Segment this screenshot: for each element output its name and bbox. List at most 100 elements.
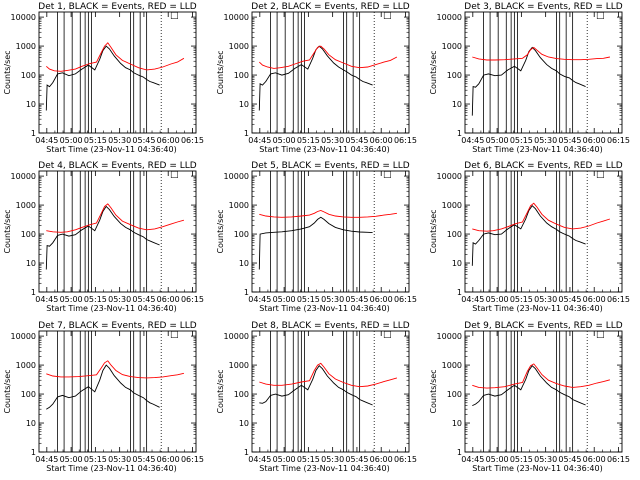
y-tick-label: 10: [239, 419, 249, 428]
x-tick-label: 05:30: [321, 455, 344, 464]
x-tick-label: 04:45: [248, 295, 271, 304]
legend-mark: □: [596, 170, 605, 180]
y-tick-label: 1: [457, 129, 462, 138]
x-tick-label: 05:15: [297, 136, 320, 145]
plot-frame: [464, 11, 623, 134]
x-tick-label: 05:30: [321, 295, 344, 304]
x-tick-label: 04:45: [35, 136, 58, 145]
series-line-lld: [472, 363, 611, 389]
x-tick-label: 05:30: [534, 136, 557, 145]
x-tick-label: 05:00: [486, 295, 509, 304]
x-axis-label: Start Time (23-Nov-11 04:36:40): [46, 464, 176, 473]
panel-title: Det 9, BLACK = Events, RED = LLD: [464, 321, 623, 331]
y-tick-label: 10: [26, 419, 36, 428]
x-axis-label: Start Time (23-Nov-11 04:36:40): [472, 304, 602, 313]
y-axis-label: Counts/sec: [3, 50, 12, 94]
x-tick-label: 06:00: [157, 295, 180, 304]
x-tick-label: 05:30: [108, 295, 131, 304]
y-tick-label: 1000: [229, 42, 249, 51]
y-tick-label: 10: [26, 100, 36, 109]
x-tick-label: 05:30: [108, 455, 131, 464]
plot-frame: [464, 330, 623, 453]
x-axis-label: Start Time (23-Nov-11 04:36:40): [46, 304, 176, 313]
legend-mark: □: [596, 330, 605, 340]
y-tick-label: 10000: [11, 332, 36, 341]
y-tick-label: 10: [239, 259, 249, 268]
x-tick-label: 05:00: [60, 295, 83, 304]
detector-panel-2: Det 2, BLACK = Events, RED = LLD□ Counts/…: [216, 2, 417, 154]
y-tick-label: 100: [234, 390, 249, 399]
y-tick-label: 1: [457, 448, 462, 457]
series-line-events: [46, 364, 160, 410]
y-tick-label: 100: [447, 390, 462, 399]
x-tick-label: 05:45: [345, 295, 368, 304]
panel-title: Det 2, BLACK = Events, RED = LLD: [251, 2, 410, 12]
x-tick-label: 06:15: [607, 136, 630, 145]
x-tick-label: 06:15: [181, 455, 204, 464]
legend-mark: □: [170, 330, 179, 340]
y-tick-label: 10: [239, 100, 249, 109]
y-tick-label: 10000: [11, 13, 36, 22]
x-tick-label: 05:15: [84, 136, 107, 145]
x-tick-label: 06:00: [370, 455, 393, 464]
y-axis-label: Counts/sec: [429, 209, 438, 253]
y-tick-label: 10: [452, 419, 462, 428]
plot-frame: [38, 170, 197, 293]
y-tick-label: 1000: [442, 201, 462, 210]
x-tick-label: 04:45: [248, 455, 271, 464]
x-tick-label: 06:00: [157, 136, 180, 145]
x-axis-label: Start Time (23-Nov-11 04:36:40): [472, 464, 602, 473]
x-tick-label: 05:45: [558, 136, 581, 145]
series-line-events: [471, 46, 586, 116]
y-tick-label: 100: [234, 71, 249, 80]
series-line-lld: [259, 210, 397, 218]
x-axis-label: Start Time (23-Nov-11 04:36:40): [472, 145, 602, 154]
x-tick-label: 05:30: [321, 136, 344, 145]
y-axis-label: Counts/sec: [216, 50, 225, 94]
x-tick-label: 05:45: [132, 455, 155, 464]
detector-panel-6: Det 6, BLACK = Events, RED = LLD□ Counts/…: [429, 161, 630, 313]
detector-panel-9: Det 9, BLACK = Events, RED = LLD□ Counts/…: [429, 321, 630, 473]
y-tick-label: 10000: [437, 332, 462, 341]
series-line-lld: [472, 46, 610, 61]
y-axis-label: Counts/sec: [216, 209, 225, 253]
y-tick-label: 100: [21, 390, 36, 399]
x-tick-label: 05:00: [60, 136, 83, 145]
series-line-events: [471, 205, 586, 266]
y-tick-label: 100: [234, 230, 249, 239]
y-tick-label: 100: [21, 71, 36, 80]
y-tick-label: 10000: [11, 172, 36, 181]
x-tick-label: 05:30: [534, 295, 557, 304]
x-tick-label: 05:00: [273, 136, 296, 145]
x-tick-label: 06:00: [583, 455, 606, 464]
series-line-events: [258, 216, 373, 270]
legend-mark: □: [170, 11, 179, 21]
y-tick-label: 10000: [437, 13, 462, 22]
x-tick-label: 05:45: [558, 295, 581, 304]
x-tick-label: 04:45: [461, 136, 484, 145]
y-tick-label: 1000: [229, 201, 249, 210]
series-line-lld: [472, 202, 611, 232]
panel-title: Det 7, BLACK = Events, RED = LLD: [38, 321, 197, 331]
y-axis-label: Counts/sec: [216, 369, 225, 413]
x-tick-label: 06:15: [607, 295, 630, 304]
panel-title: Det 3, BLACK = Events, RED = LLD: [464, 2, 623, 12]
y-tick-label: 100: [447, 71, 462, 80]
series-line-lld: [258, 45, 398, 69]
x-tick-label: 05:15: [297, 455, 320, 464]
x-tick-label: 06:00: [583, 136, 606, 145]
x-tick-label: 06:15: [181, 295, 204, 304]
legend-mark: □: [383, 170, 392, 180]
series-line-events: [258, 45, 373, 111]
panel-title: Det 1, BLACK = Events, RED = LLD: [38, 2, 197, 12]
detector-panel-4: Det 4, BLACK = Events, RED = LLD□ Counts/…: [3, 161, 204, 313]
detector-panel-7: Det 7, BLACK = Events, RED = LLD□ Counts/…: [3, 321, 204, 473]
detector-panel-3: Det 3, BLACK = Events, RED = LLD□ Counts/…: [429, 2, 630, 154]
x-tick-label: 05:45: [345, 136, 368, 145]
x-tick-label: 04:45: [461, 455, 484, 464]
y-tick-label: 1000: [442, 42, 462, 51]
y-tick-label: 10000: [224, 13, 249, 22]
panel-title: Det 8, BLACK = Events, RED = LLD: [251, 321, 410, 331]
x-tick-label: 05:45: [132, 136, 155, 145]
x-tick-label: 04:45: [461, 295, 484, 304]
